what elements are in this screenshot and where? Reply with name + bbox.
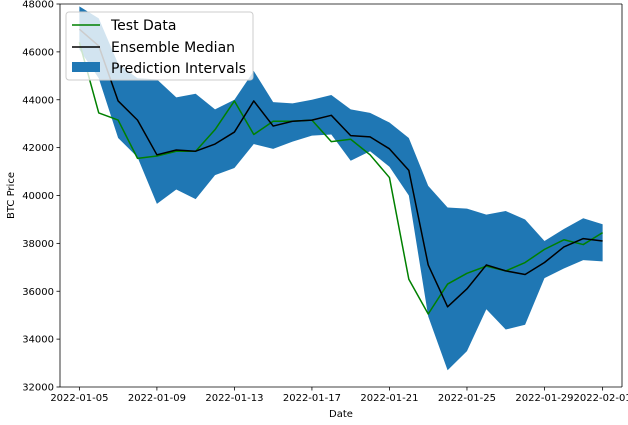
legend-label-prediction-intervals: Prediction Intervals <box>111 61 246 77</box>
series-line-test-data <box>78 42 604 315</box>
legend-label-ensemble-median: Ensemble Median <box>111 40 235 56</box>
y-ticks: 32000 34000 36000 38000 40000 42000 44000 46000… <box>22 0 60 394</box>
x-tick-label: 2022-01-29 <box>515 393 573 404</box>
y-tick-label: 44000 <box>22 95 54 106</box>
x-tick-label: 2022-01-25 <box>438 393 496 404</box>
legend-label-test-data: Test Data <box>110 18 176 34</box>
y-axis-label: BTC Price <box>6 172 17 219</box>
x-tick-label: 2022-01-13 <box>205 393 263 404</box>
y-tick-label: 42000 <box>22 143 54 154</box>
y-tick-label: 38000 <box>22 239 54 250</box>
legend-box <box>65 11 254 81</box>
x-ticks: 2022-01-05 2022-01-09 2022-01-13 2022-01-17… <box>50 387 628 404</box>
y-tick-label: 46000 <box>22 47 54 58</box>
x-tick-label: 2022-01-17 <box>283 393 341 404</box>
x-tick-label: 2022-01-21 <box>360 393 418 404</box>
x-tick-label: 2022-01-05 <box>50 393 108 404</box>
y-tick-label: 34000 <box>22 335 54 346</box>
x-tick-label: 2022-01-09 <box>128 393 186 404</box>
y-tick-label: 32000 <box>22 383 54 394</box>
x-axis-label: Date <box>329 409 353 420</box>
series-lines <box>78 28 604 315</box>
x-tick-label: 2022-02-01 <box>574 393 628 404</box>
y-tick-label: 40000 <box>22 191 54 202</box>
series-line-ensemble-median <box>78 28 603 308</box>
prediction-interval-area <box>79 6 603 371</box>
y-tick-label: 36000 <box>22 287 54 298</box>
legend: Test Data Ensemble Median Prediction Int… <box>65 11 254 81</box>
y-tick-label: 48000 <box>22 0 54 11</box>
axes <box>59 3 623 388</box>
prediction-interval-band <box>79 6 603 371</box>
legend-swatch-prediction-intervals <box>72 62 100 72</box>
